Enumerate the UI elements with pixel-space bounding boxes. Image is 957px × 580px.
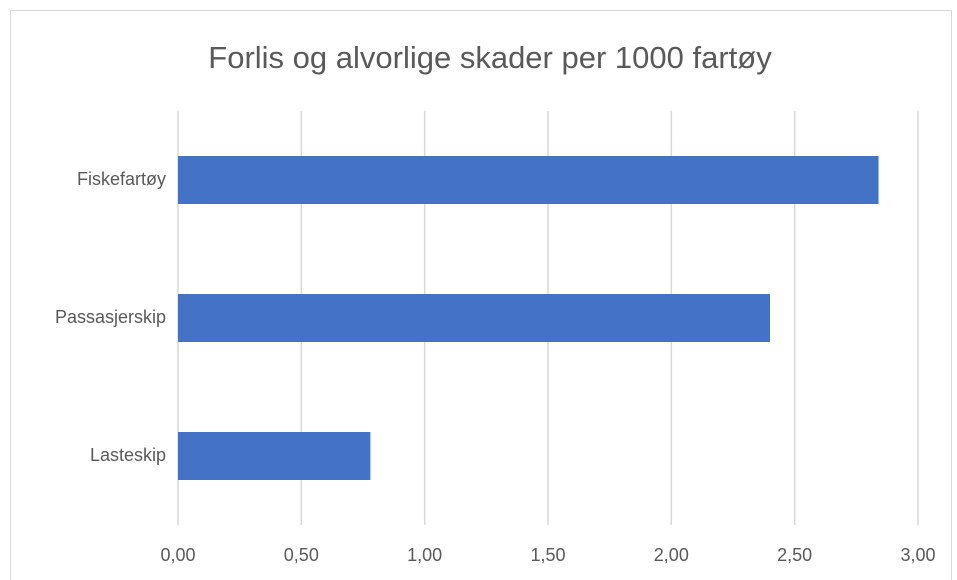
x-tick-label: 1,00 xyxy=(407,545,442,565)
y-tick-label: Passasjerskip xyxy=(55,307,166,327)
x-tick-label: 1,50 xyxy=(530,545,565,565)
y-tick-label: Fiskefartøy xyxy=(77,169,166,189)
x-tick-label: 2,50 xyxy=(777,545,812,565)
bar xyxy=(178,156,879,204)
x-tick-label: 0,50 xyxy=(284,545,319,565)
x-tick-label: 0,00 xyxy=(160,545,195,565)
y-tick-label: Lasteskip xyxy=(90,445,166,465)
bar xyxy=(178,294,770,342)
chart-title: Forlis og alvorlige skader per 1000 fart… xyxy=(208,40,772,75)
bar xyxy=(178,432,371,480)
x-tick-label: 2,00 xyxy=(654,545,689,565)
x-tick-label: 3,00 xyxy=(900,545,935,565)
